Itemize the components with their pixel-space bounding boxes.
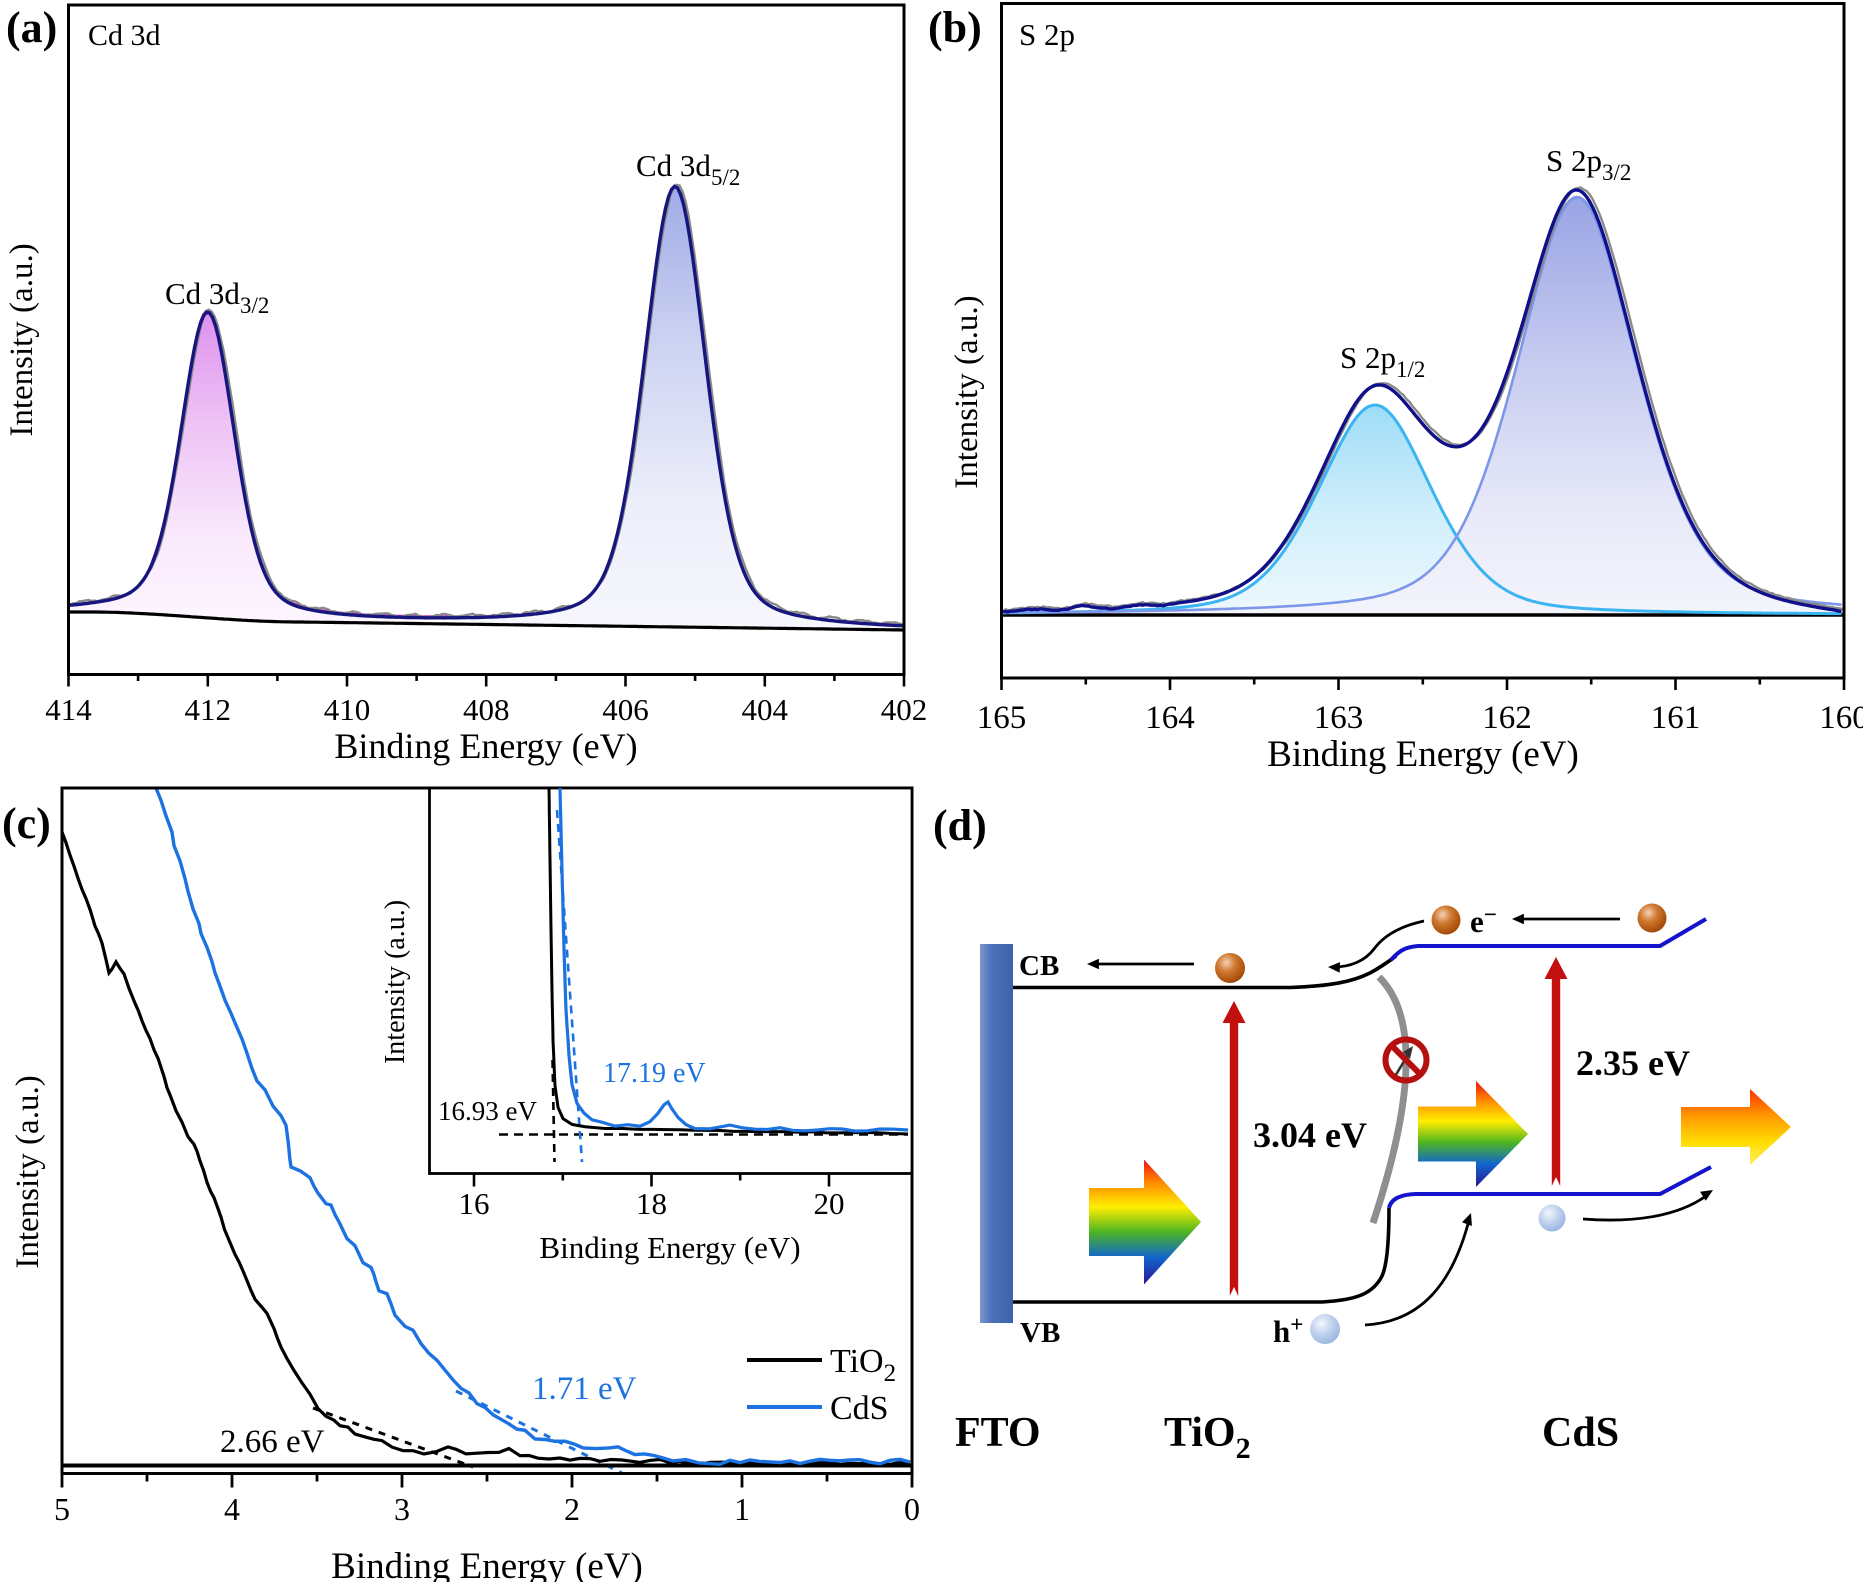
svg-text:Cd 3d: Cd 3d [88,19,161,52]
svg-text:Intensity (a.u.): Intensity (a.u.) [380,900,411,1064]
svg-text:163: 163 [1314,700,1364,736]
svg-text:(a): (a) [6,3,57,52]
svg-text:3: 3 [394,1491,410,1527]
svg-text:2: 2 [564,1491,580,1527]
svg-text:402: 402 [881,692,928,727]
svg-text:160: 160 [1819,700,1863,736]
svg-text:Intensity (a.u.): Intensity (a.u.) [949,295,985,488]
svg-text:Binding Energy (eV): Binding Energy (eV) [331,1546,643,1582]
svg-text:CdS: CdS [1542,1410,1619,1456]
svg-text:Binding Energy (eV): Binding Energy (eV) [1267,734,1579,775]
svg-text:2.66 eV: 2.66 eV [220,1424,325,1460]
svg-text:162: 162 [1482,700,1532,736]
svg-text:17.19 eV: 17.19 eV [603,1058,706,1089]
svg-text:1.71 eV: 1.71 eV [532,1371,637,1407]
svg-text:408: 408 [463,692,510,727]
svg-text:16: 16 [459,1186,490,1221]
svg-text:VB: VB [1020,1317,1060,1349]
svg-text:1: 1 [734,1491,750,1527]
svg-text:FTO: FTO [955,1410,1041,1456]
svg-text:406: 406 [602,692,649,727]
svg-text:(c): (c) [2,799,51,848]
svg-text:CB: CB [1019,950,1059,982]
svg-text:16.93 eV: 16.93 eV [438,1096,537,1126]
svg-text:4: 4 [224,1491,240,1527]
svg-text:20: 20 [814,1186,845,1221]
svg-text:Intensity (a.u.): Intensity (a.u.) [4,243,40,436]
svg-text:Binding Energy (eV): Binding Energy (eV) [334,726,637,766]
svg-text:TiO2: TiO2 [1164,1410,1251,1465]
svg-text:161: 161 [1651,700,1701,736]
svg-text:e−: e− [1470,902,1497,939]
svg-text:0: 0 [904,1491,920,1527]
svg-text:164: 164 [1145,700,1195,736]
svg-text:CdS: CdS [830,1390,889,1427]
svg-text:2.35 eV: 2.35 eV [1576,1043,1690,1083]
svg-text:412: 412 [185,692,232,727]
svg-text:(d): (d) [933,801,987,850]
svg-text:165: 165 [977,700,1027,736]
svg-text:410: 410 [324,692,371,727]
svg-text:414: 414 [45,692,92,727]
svg-text:Intensity (a.u.): Intensity (a.u.) [10,1075,46,1268]
svg-text:5: 5 [54,1491,70,1527]
svg-text:(b): (b) [928,3,982,52]
svg-text:Binding Energy (eV): Binding Energy (eV) [539,1230,800,1265]
svg-text:18: 18 [636,1186,667,1221]
svg-text:S 2p: S 2p [1019,17,1075,52]
svg-text:404: 404 [742,692,789,727]
svg-text:3.04 eV: 3.04 eV [1253,1115,1367,1155]
